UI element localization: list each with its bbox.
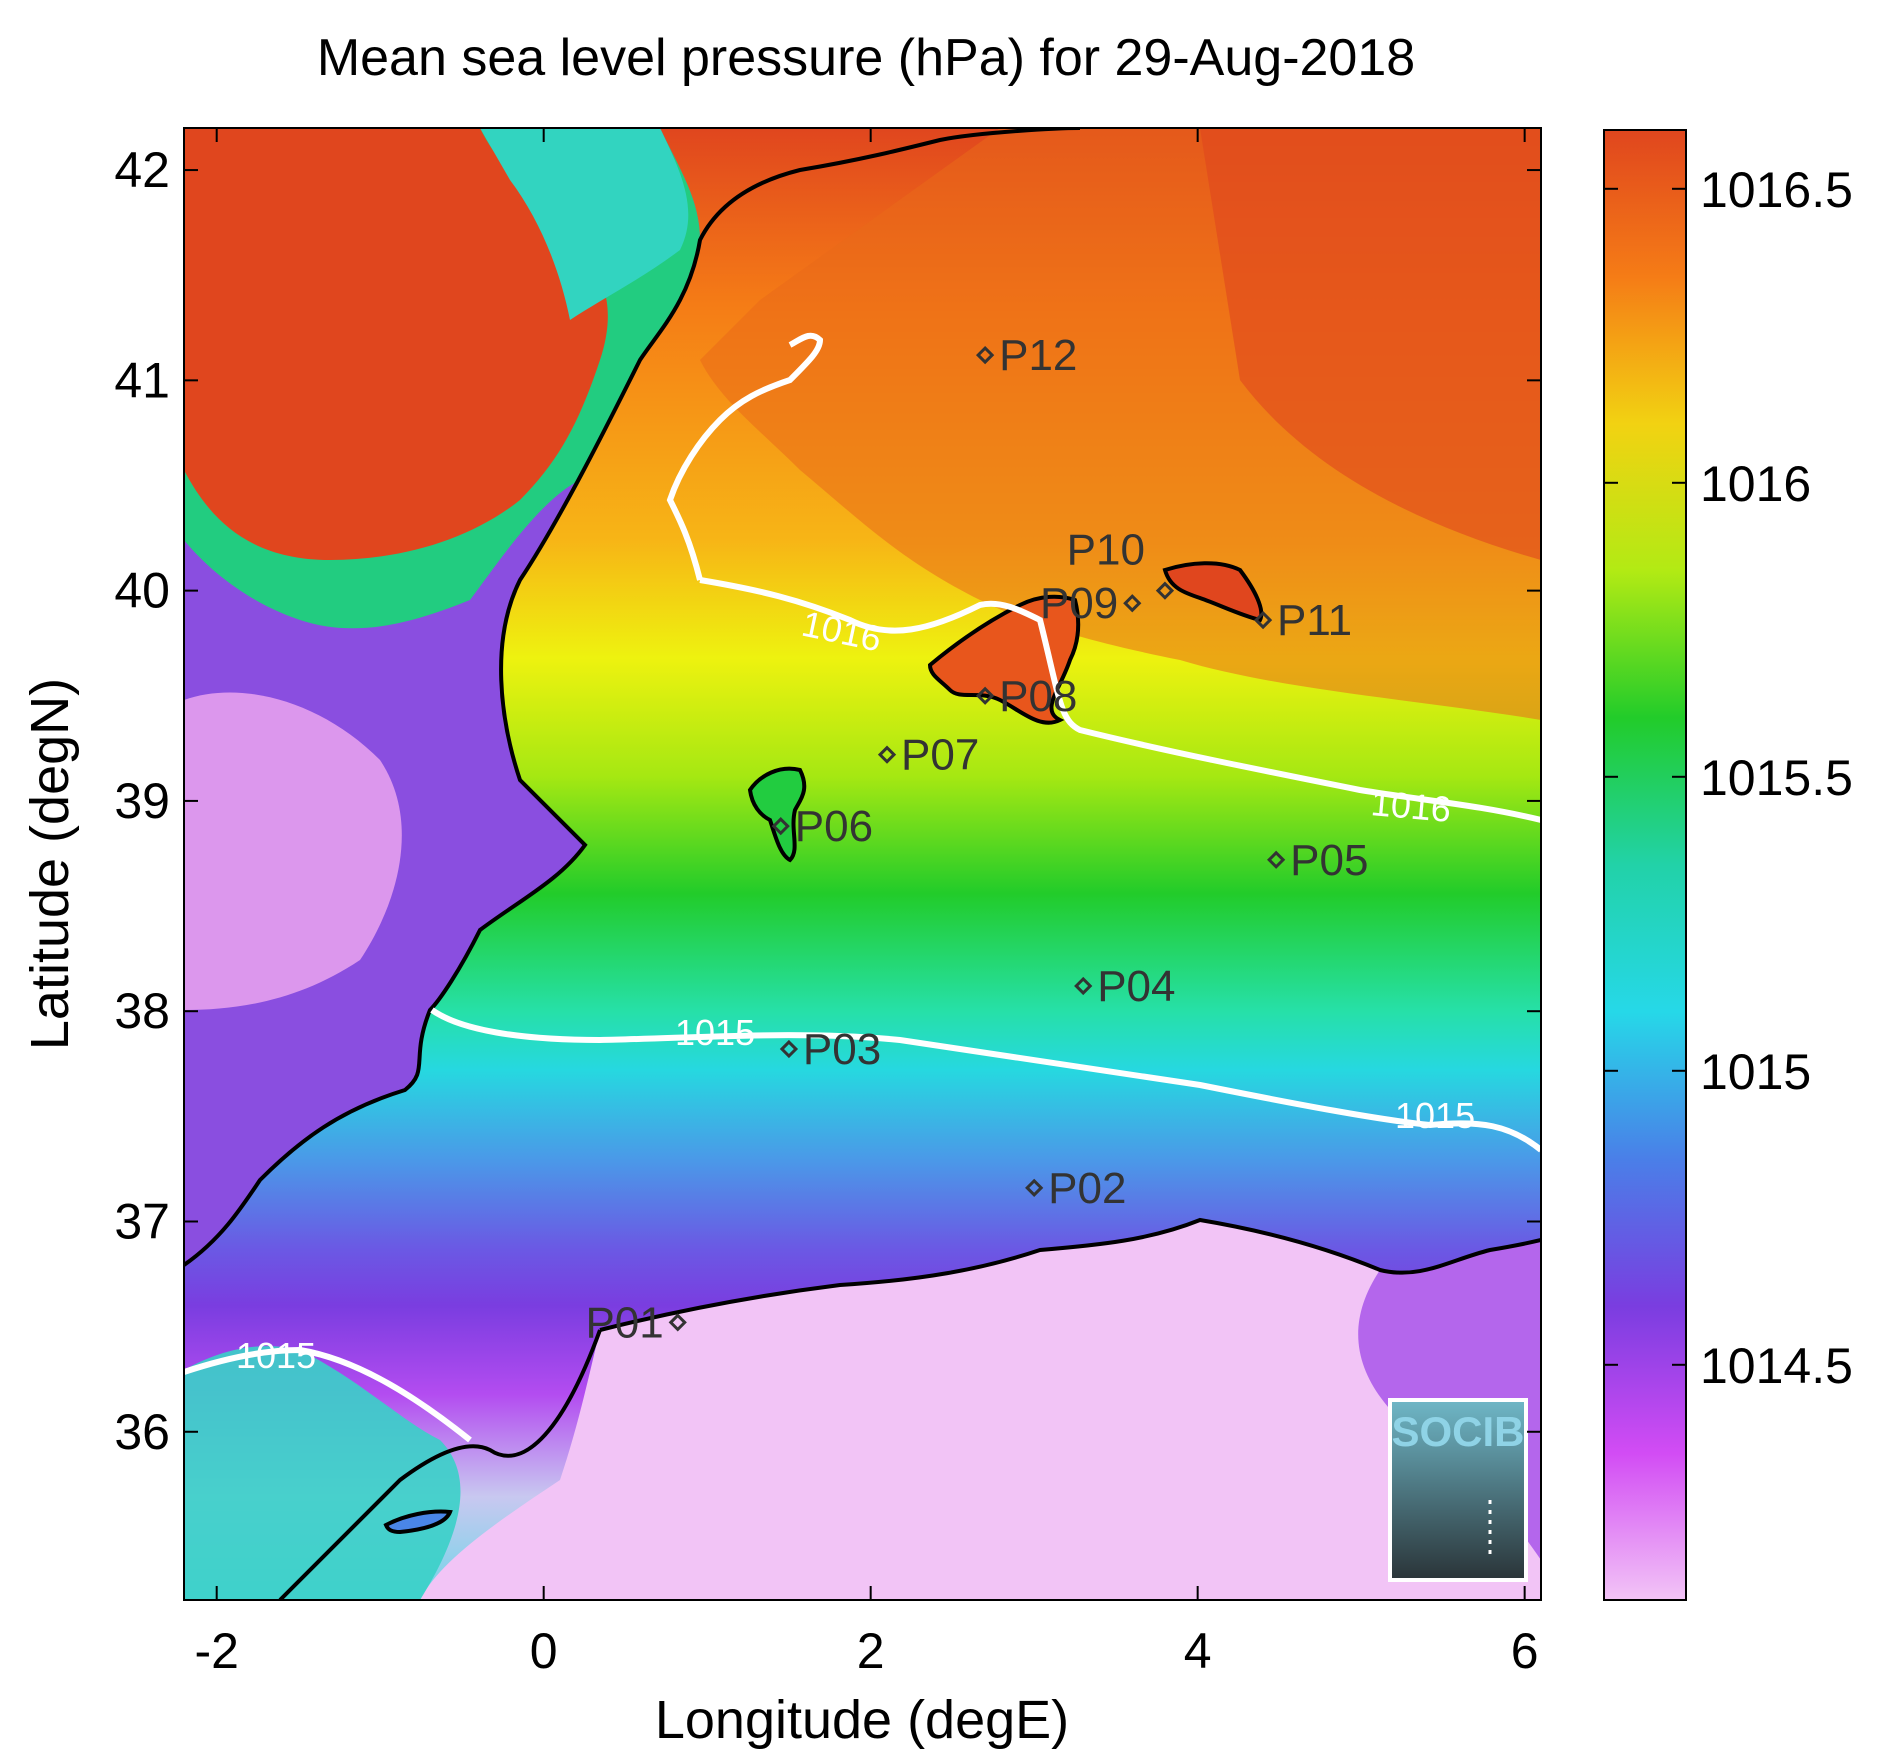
ibiza-island (747, 766, 807, 863)
colorbar-tick-label: 1016 (1700, 456, 1811, 512)
station-marker (975, 686, 995, 705)
x-axis-label: Longitude (degE) (655, 1690, 1069, 1750)
station-marker (771, 817, 790, 836)
contour-1016-coastal (666, 332, 824, 581)
contour-label: 1015 (236, 1335, 316, 1376)
africa-coastline (599, 1217, 1541, 1332)
station-label: P01 (585, 1298, 663, 1347)
station-marker (779, 1039, 799, 1059)
contour-1016-main (699, 577, 1541, 823)
contour-1015-west (184, 1346, 472, 1443)
station-label: P04 (1097, 962, 1175, 1011)
logo-text: SOCIB (1391, 1408, 1524, 1455)
x-tick-label: -2 (194, 1623, 238, 1679)
y-axis-label: Latitude (degN) (20, 678, 80, 1050)
contour-label: 1015 (675, 1012, 755, 1053)
colorbar-tick-label: 1014.5 (1700, 1338, 1853, 1394)
station-marker (1267, 850, 1286, 869)
station-marker (877, 745, 897, 764)
station-label: P09 (1040, 579, 1118, 628)
x-tick-label: 6 (1511, 1623, 1539, 1679)
high-pressure-core (1200, 128, 1541, 560)
ebro-valley (480, 128, 689, 320)
colorbar (1603, 129, 1687, 1601)
station-marker (1123, 594, 1142, 613)
station-marker (1025, 1178, 1044, 1197)
station-label: P11 (1277, 596, 1352, 645)
contour-label: 1016 (1369, 782, 1452, 830)
y-tick-label: 39 (114, 773, 170, 829)
chart-title: Mean sea level pressure (hPa) for 29-Aug… (317, 29, 1415, 87)
iberia-highlands (184, 692, 402, 1010)
station-label: P02 (1048, 1164, 1126, 1213)
y-tick-label: 37 (114, 1193, 170, 1249)
station-marker (1155, 581, 1175, 600)
menorca-island (1162, 561, 1264, 623)
alboran-sea (184, 1346, 461, 1600)
colorbar-tick-label: 1015 (1700, 1044, 1811, 1100)
y-tick-label: 38 (114, 983, 170, 1039)
plot-frame (183, 127, 1542, 1601)
map-plot-area: 1015 1015 1015 1016 1016 P01P02P03P04P05… (184, 128, 1541, 1600)
y-tick-label: 40 (114, 563, 170, 619)
station-marker (1253, 610, 1273, 630)
station-marker (1074, 976, 1093, 996)
station-label: P10 (1067, 526, 1145, 575)
strait-coastline (278, 1329, 602, 1600)
station-label: P05 (1290, 836, 1368, 885)
station-label: P08 (999, 672, 1077, 721)
y-tick-label: 42 (114, 142, 170, 198)
socib-logo: SOCIB (1388, 1398, 1528, 1582)
colorbar-ticks: 1014.5 1015 1015.5 1016 1016.5 (1604, 162, 1853, 1394)
y-tick-label: 36 (114, 1404, 170, 1460)
x-tick-label: 2 (857, 1623, 885, 1679)
station-marker (668, 1313, 687, 1332)
y-tick-label: 41 (114, 352, 170, 408)
x-axis-ticks: -2 0 2 4 6 (194, 128, 1539, 1679)
contour-1015-central (430, 1007, 1541, 1153)
north-africa-land (420, 1220, 1541, 1600)
x-tick-label: 0 (530, 1623, 558, 1679)
y-axis-ticks: 36 37 38 39 40 41 42 (114, 142, 1541, 1460)
iberia-coastline (184, 128, 1081, 1267)
station-label: P12 (999, 331, 1077, 380)
station-marker (975, 345, 995, 365)
station-label: P06 (795, 802, 873, 851)
alboran-island (383, 1509, 453, 1535)
colorbar-tick-label: 1016.5 (1700, 162, 1853, 218)
x-tick-label: 4 (1184, 1623, 1212, 1679)
iberia-plateau (184, 128, 608, 560)
station-label: P07 (901, 731, 979, 780)
contour-label: 1015 (1395, 1095, 1475, 1136)
colorbar-tick-label: 1015.5 (1700, 750, 1853, 806)
station-label: P03 (803, 1025, 881, 1074)
